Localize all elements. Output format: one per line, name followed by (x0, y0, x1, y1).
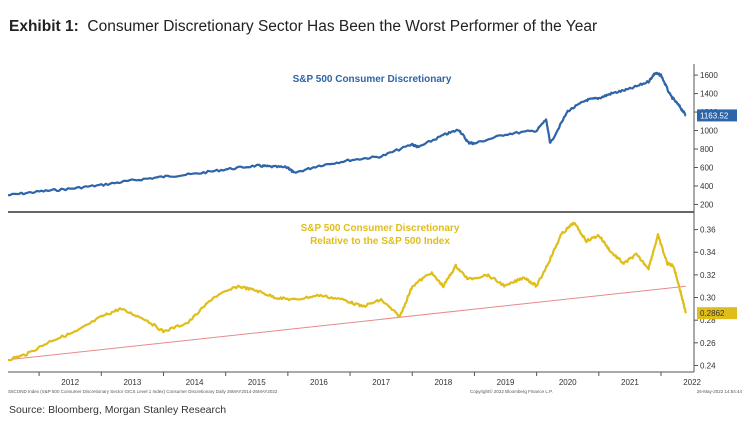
exhibit-title-text: Consumer Discretionary Sector Has Been t… (87, 18, 598, 35)
y-tick-label: 0.26 (700, 339, 716, 348)
footer-center: Copyright© 2022 Bloomberg Finance L.P. (470, 388, 553, 394)
bottom-y-axis: 0.24 0.26 0.28 0.30 0.32 0.34 0.36 (694, 226, 716, 370)
bottom-series-title-line2: Relative to the S&P 500 Index (310, 236, 450, 247)
x-tick-label: 2012 (61, 378, 79, 387)
y-tick-label: 1000 (700, 127, 718, 136)
y-tick-label: 800 (700, 145, 714, 154)
y-tick-label: 0.36 (700, 226, 716, 235)
trendline (7, 285, 686, 361)
top-series-title: S&P 500 Consumer Discretionary (293, 74, 452, 85)
source-note: Source: Bloomberg, Morgan Stanley Resear… (9, 404, 227, 416)
y-tick-label: 200 (700, 200, 714, 209)
y-tick-label: 0.24 (700, 361, 716, 370)
top-y-axis: 2004006008001000120014001600 (694, 71, 718, 209)
x-tick-label: 2021 (621, 378, 639, 387)
top-last-value-box (697, 109, 737, 122)
y-tick-label: 0.30 (700, 294, 716, 303)
bottom-series-line (7, 221, 687, 362)
y-tick-label: 400 (700, 182, 714, 191)
y-tick-label: 600 (700, 163, 714, 172)
bottom-last-value-label: 0.2862 (700, 309, 725, 318)
y-tick-label: 0.28 (700, 316, 716, 325)
x-axis: 2012 2013 2014 2015 2016 2017 2018 2019 2020 2021… (38, 372, 702, 387)
x-tick-label: 2022 (683, 378, 701, 387)
x-tick-label: 2018 (434, 378, 452, 387)
bottom-last-value-badge: 0.2862 (697, 307, 737, 320)
footer-right: 26-May-2022 14:54:44 (697, 389, 743, 394)
y-tick-label: 1600 (700, 71, 718, 80)
plot-background (8, 64, 694, 390)
exhibit-title: Exhibit 1: Consumer Discretionary Sector… (9, 18, 597, 36)
x-tick-label: 2015 (248, 378, 266, 387)
y-tick-label: 0.34 (700, 248, 716, 257)
y-tick-label: 0.32 (700, 271, 716, 280)
top-last-value-label: 1163.52 (700, 111, 729, 120)
footer-left: S5COND Index (S&P 500 Consumer Discretio… (8, 389, 278, 394)
x-tick-label: 2017 (372, 378, 390, 387)
exhibit-number: Exhibit 1: (9, 18, 79, 35)
x-tick-label: 2016 (310, 378, 328, 387)
y-tick-label: 1400 (700, 90, 718, 99)
x-tick-label: 2020 (559, 378, 577, 387)
x-tick-label: 2019 (497, 378, 515, 387)
x-tick-label: 2013 (123, 378, 141, 387)
bottom-last-value-box (697, 307, 737, 320)
top-series-line (7, 71, 687, 197)
bottom-series-title-line1: S&P 500 Consumer Discretionary (301, 223, 460, 234)
x-tick-label: 2014 (186, 378, 204, 387)
top-last-value-badge: 1163.52 (697, 109, 737, 122)
